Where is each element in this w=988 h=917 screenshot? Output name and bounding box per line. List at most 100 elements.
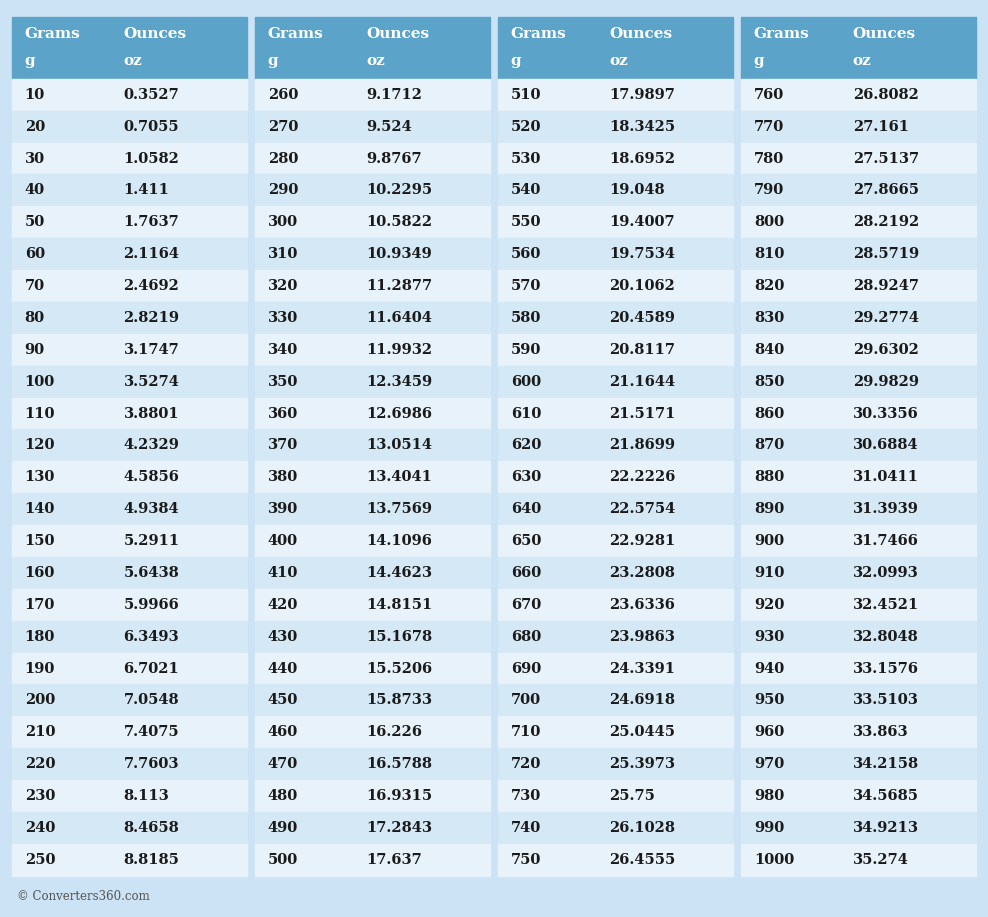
Text: 120: 120 [25,438,55,452]
Text: 500: 500 [268,853,298,867]
Text: 370: 370 [268,438,298,452]
Text: 10.2295: 10.2295 [367,183,433,197]
Text: 740: 740 [511,821,541,834]
Text: 4.9384: 4.9384 [124,503,179,516]
Text: 780: 780 [754,151,784,166]
Text: 850: 850 [754,375,784,389]
Text: 280: 280 [268,151,298,166]
Text: Ounces: Ounces [124,27,187,41]
Text: 23.6336: 23.6336 [610,598,676,612]
Text: 100: 100 [25,375,55,389]
Text: 33.5103: 33.5103 [853,693,919,707]
Text: 17.637: 17.637 [367,853,422,867]
Text: 14.1096: 14.1096 [367,534,433,548]
Text: 1000: 1000 [754,853,794,867]
Text: g: g [268,54,279,69]
Text: 6.7021: 6.7021 [124,661,179,676]
Text: 9.524: 9.524 [367,120,412,134]
Text: 4.5856: 4.5856 [124,470,180,484]
Text: 10.9349: 10.9349 [367,248,433,261]
Text: 910: 910 [754,566,784,580]
Text: 28.9247: 28.9247 [853,279,919,293]
Text: 9.1712: 9.1712 [367,88,423,102]
Text: 550: 550 [511,215,541,229]
Text: 40: 40 [25,183,44,197]
Text: 20.1062: 20.1062 [610,279,676,293]
Text: 2.4692: 2.4692 [124,279,180,293]
Text: 350: 350 [268,375,298,389]
Text: 5.2911: 5.2911 [124,534,180,548]
Text: g: g [754,54,765,69]
Text: 8.8185: 8.8185 [124,853,180,867]
Text: 21.1644: 21.1644 [610,375,676,389]
Text: 26.4555: 26.4555 [610,853,676,867]
Text: 540: 540 [511,183,541,197]
Text: 9.8767: 9.8767 [367,151,422,166]
Text: 16.5788: 16.5788 [367,757,433,771]
Text: 23.2808: 23.2808 [610,566,676,580]
Text: 7.4075: 7.4075 [124,725,179,739]
Text: 19.048: 19.048 [610,183,665,197]
Text: 660: 660 [511,566,541,580]
Text: 15.1678: 15.1678 [367,630,433,644]
Text: 450: 450 [268,693,298,707]
Text: 210: 210 [25,725,55,739]
Text: 240: 240 [25,821,55,834]
Text: 32.4521: 32.4521 [853,598,919,612]
Text: g: g [25,54,36,69]
Text: 8.4658: 8.4658 [124,821,179,834]
Text: 680: 680 [511,630,541,644]
Text: 530: 530 [511,151,541,166]
Text: 320: 320 [268,279,298,293]
Text: 16.9315: 16.9315 [367,789,433,803]
Text: 2.1164: 2.1164 [124,248,180,261]
Text: 870: 870 [754,438,784,452]
Text: 20.8117: 20.8117 [610,343,676,357]
Text: 590: 590 [511,343,541,357]
Text: 810: 810 [754,248,784,261]
Text: 2.8219: 2.8219 [124,311,180,325]
Text: 560: 560 [511,248,541,261]
Text: Grams: Grams [511,27,566,41]
Text: 14.4623: 14.4623 [367,566,433,580]
Text: 1.0582: 1.0582 [124,151,180,166]
Text: 390: 390 [268,503,298,516]
Text: 13.4041: 13.4041 [367,470,433,484]
Text: 17.2843: 17.2843 [367,821,433,834]
Text: 480: 480 [268,789,298,803]
Text: oz: oz [124,54,142,69]
Text: 20.4589: 20.4589 [610,311,676,325]
Text: 860: 860 [754,406,784,421]
Text: 90: 90 [25,343,44,357]
Text: 13.7569: 13.7569 [367,503,433,516]
Text: 25.75: 25.75 [610,789,655,803]
Text: 580: 580 [511,311,541,325]
Text: 260: 260 [268,88,298,102]
Text: 33.1576: 33.1576 [853,661,919,676]
Text: 820: 820 [754,279,784,293]
Text: 340: 340 [268,343,298,357]
Text: 510: 510 [511,88,541,102]
Text: 430: 430 [268,630,298,644]
Text: 31.7466: 31.7466 [853,534,919,548]
Text: 16.226: 16.226 [367,725,423,739]
Text: 970: 970 [754,757,784,771]
Text: 270: 270 [268,120,298,134]
Text: 34.9213: 34.9213 [853,821,919,834]
Text: 32.8048: 32.8048 [853,630,919,644]
Text: 34.5685: 34.5685 [853,789,919,803]
Text: 360: 360 [268,406,298,421]
Text: 29.2774: 29.2774 [853,311,919,325]
Text: 20: 20 [25,120,44,134]
Text: 0.7055: 0.7055 [124,120,179,134]
Text: 30.6884: 30.6884 [853,438,918,452]
Text: Ounces: Ounces [367,27,430,41]
Text: oz: oz [610,54,628,69]
Text: 990: 990 [754,821,784,834]
Text: 15.5206: 15.5206 [367,661,433,676]
Text: 0.3527: 0.3527 [124,88,179,102]
Text: 880: 880 [754,470,784,484]
Text: 840: 840 [754,343,784,357]
Text: 7.0548: 7.0548 [124,693,179,707]
Text: 18.3425: 18.3425 [610,120,676,134]
